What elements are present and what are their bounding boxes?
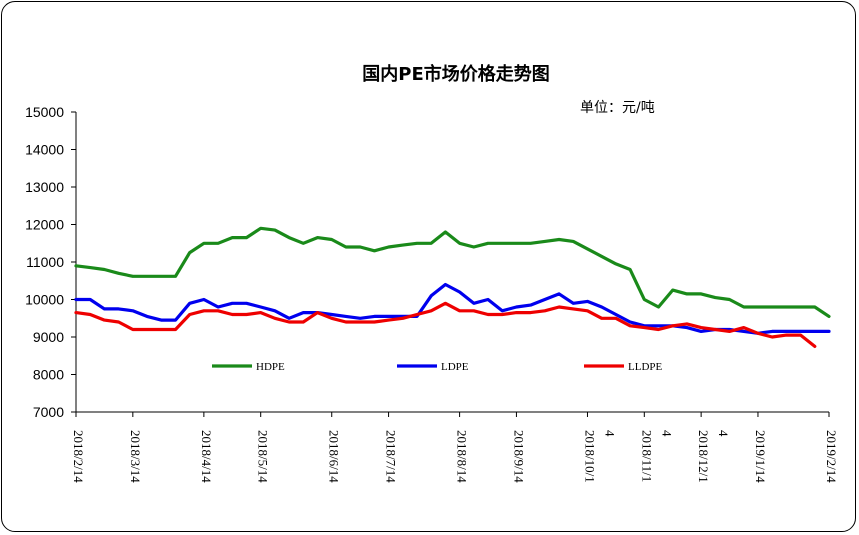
unit-label: 单位：元/吨 xyxy=(580,100,655,116)
x-tick-label: 2018/12/1 xyxy=(696,430,711,483)
x-axis: 2018/2/14 2018/3/14 2018/4/14 2018/5/14 2018… xyxy=(71,411,839,483)
x-tick-label: 2019/1/14 xyxy=(753,430,768,483)
y-tick-label: 12000 xyxy=(25,217,64,233)
y-tick-label: 9000 xyxy=(33,329,64,345)
series-line-hdpe xyxy=(74,226,831,318)
x-tick-label: 4 xyxy=(659,430,674,437)
x-tick-label: 2018/2/14 xyxy=(71,430,86,483)
x-tick-label: 2018/11/1 xyxy=(639,430,654,482)
x-tick-label: 2018/9/14 xyxy=(511,430,526,483)
y-tick-label: 14000 xyxy=(25,142,64,158)
x-tick-label: 2018/4/14 xyxy=(199,430,214,483)
y-tick-label: 15000 xyxy=(25,104,64,120)
x-tick-label: 2018/8/14 xyxy=(455,430,470,483)
y-tick-label: 10000 xyxy=(25,292,64,308)
chart-title: 国内PE市场价格走势图 xyxy=(362,63,550,85)
x-tick-label: 2018/6/14 xyxy=(327,430,342,483)
y-axis: 7000 8000 9000 10000 11000 12000 13000 14000 150… xyxy=(25,104,77,420)
y-tick-label: 8000 xyxy=(33,367,64,383)
x-tick-label: 4 xyxy=(602,430,617,437)
series-line-lldpe xyxy=(74,301,817,348)
x-tick-label: 2019/2/14 xyxy=(824,430,839,483)
x-tick-label: 2018/5/14 xyxy=(256,430,271,483)
y-tick-label: 13000 xyxy=(25,179,64,195)
y-tick-label: 11000 xyxy=(26,254,64,270)
x-tick-label: 4 xyxy=(716,430,731,437)
legend-label-lldpe: LLDPE xyxy=(628,361,663,373)
x-tick-label: 2018/3/14 xyxy=(128,430,143,483)
x-tick-label: 2018/7/14 xyxy=(384,430,399,483)
legend-label-ldpe: LDPE xyxy=(441,361,469,373)
legend: HDPE LDPE LLDPE xyxy=(212,361,663,373)
series-line-ldpe xyxy=(74,282,831,335)
x-tick-label: 2018/10/1 xyxy=(582,430,597,483)
y-tick-label: 7000 xyxy=(33,404,64,420)
series-layer xyxy=(74,226,831,348)
legend-label-hdpe: HDPE xyxy=(256,361,285,373)
